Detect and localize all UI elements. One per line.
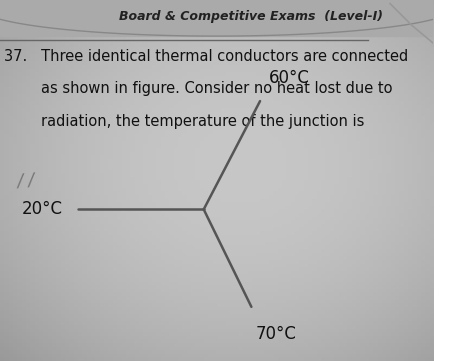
- Text: Board & Competitive Exams  (Level-I): Board & Competitive Exams (Level-I): [119, 10, 383, 23]
- Text: radiation, the temperature of the junction is: radiation, the temperature of the juncti…: [4, 114, 365, 129]
- Text: 37.   Three identical thermal conductors are connected: 37. Three identical thermal conductors a…: [4, 49, 409, 64]
- Text: 70°C: 70°C: [255, 325, 297, 343]
- Bar: [0, 0, 433, 36]
- Text: 60°C: 60°C: [269, 69, 310, 87]
- Text: / /: / /: [16, 171, 36, 190]
- Text: 20°C: 20°C: [22, 200, 63, 218]
- Text: as shown in figure. Consider no heat lost due to: as shown in figure. Consider no heat los…: [4, 81, 393, 96]
